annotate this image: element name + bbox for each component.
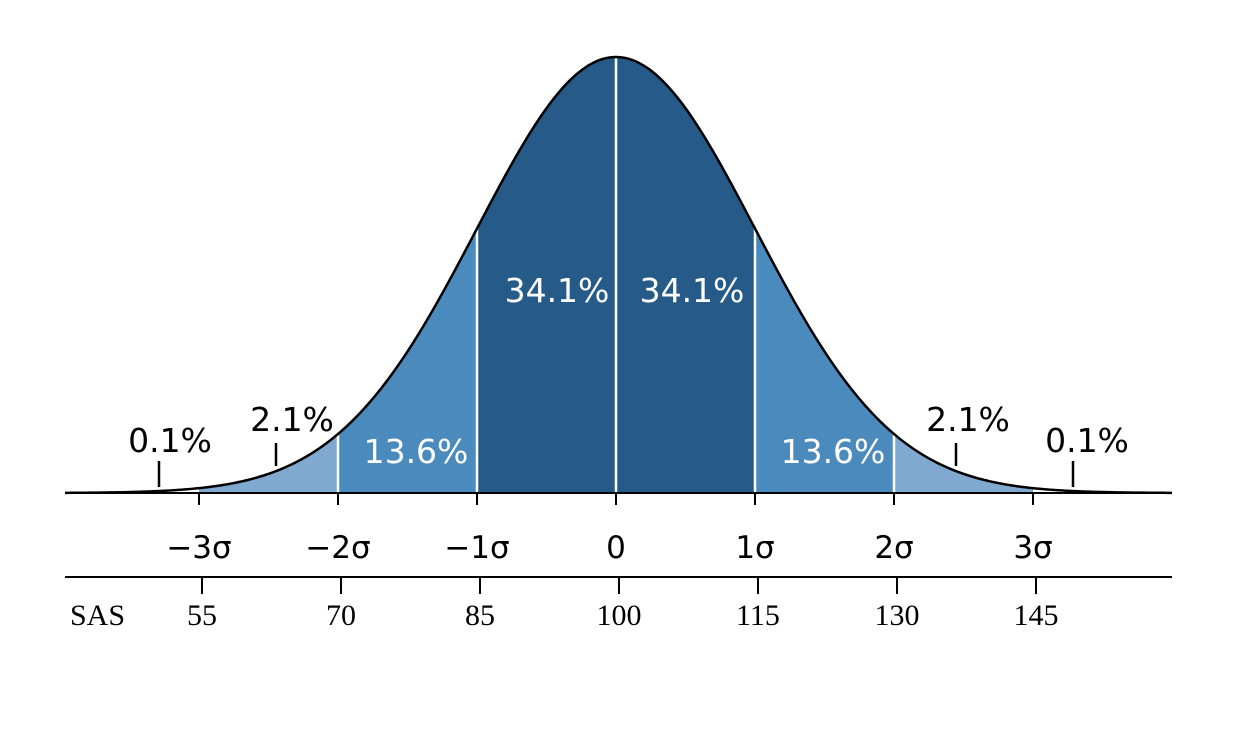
sas-axis-label: SAS xyxy=(70,599,125,632)
region-label: 13.6% xyxy=(781,432,886,471)
sas-tick-label: 85 xyxy=(465,599,495,632)
sas-tick-label: 130 xyxy=(875,599,920,632)
bell-curve-line xyxy=(64,55,1173,495)
region-label: 2.1% xyxy=(250,400,334,439)
region-label: 13.6% xyxy=(364,432,469,471)
sas-tick-label: 145 xyxy=(1014,599,1059,632)
sigma-tick-label: 3σ xyxy=(1013,530,1052,566)
region-label: 34.1% xyxy=(640,271,745,310)
sigma-tick-label: −1σ xyxy=(444,530,509,566)
region-label: 2.1% xyxy=(926,400,1010,439)
region-label: 0.1% xyxy=(1045,421,1129,460)
sigma-tick-label: −2σ xyxy=(305,530,370,566)
region-fill-4 xyxy=(199,433,338,493)
sigma-tick-label: 1σ xyxy=(735,530,774,566)
region-percent-labels: 34.1% 34.1% 13.6% 13.6% 2.1% 2.1% 0.1% 0.1% xyxy=(128,271,1129,471)
region-label: 0.1% xyxy=(128,421,212,460)
sas-tick-label: 55 xyxy=(187,599,217,632)
sigma-tick-label: 2σ xyxy=(874,530,913,566)
sas-tick-label: 70 xyxy=(326,599,356,632)
sas-tick-label: 115 xyxy=(736,599,780,632)
region-fill-5 xyxy=(894,433,1033,493)
tail-callout-markers xyxy=(157,443,1075,487)
sigma-tick-label: −3σ xyxy=(166,530,231,566)
sas-tick-label: 100 xyxy=(597,599,642,632)
region-label: 34.1% xyxy=(505,271,610,310)
sigma-axis-ticks: −3σ −2σ −1σ 0 1σ 2σ 3σ xyxy=(166,493,1053,566)
sigma-tick-label: 0 xyxy=(606,530,626,566)
sas-axis-ticks: 55 70 85 100 115 130 145 xyxy=(187,577,1059,632)
sigma-dividers xyxy=(336,57,896,493)
